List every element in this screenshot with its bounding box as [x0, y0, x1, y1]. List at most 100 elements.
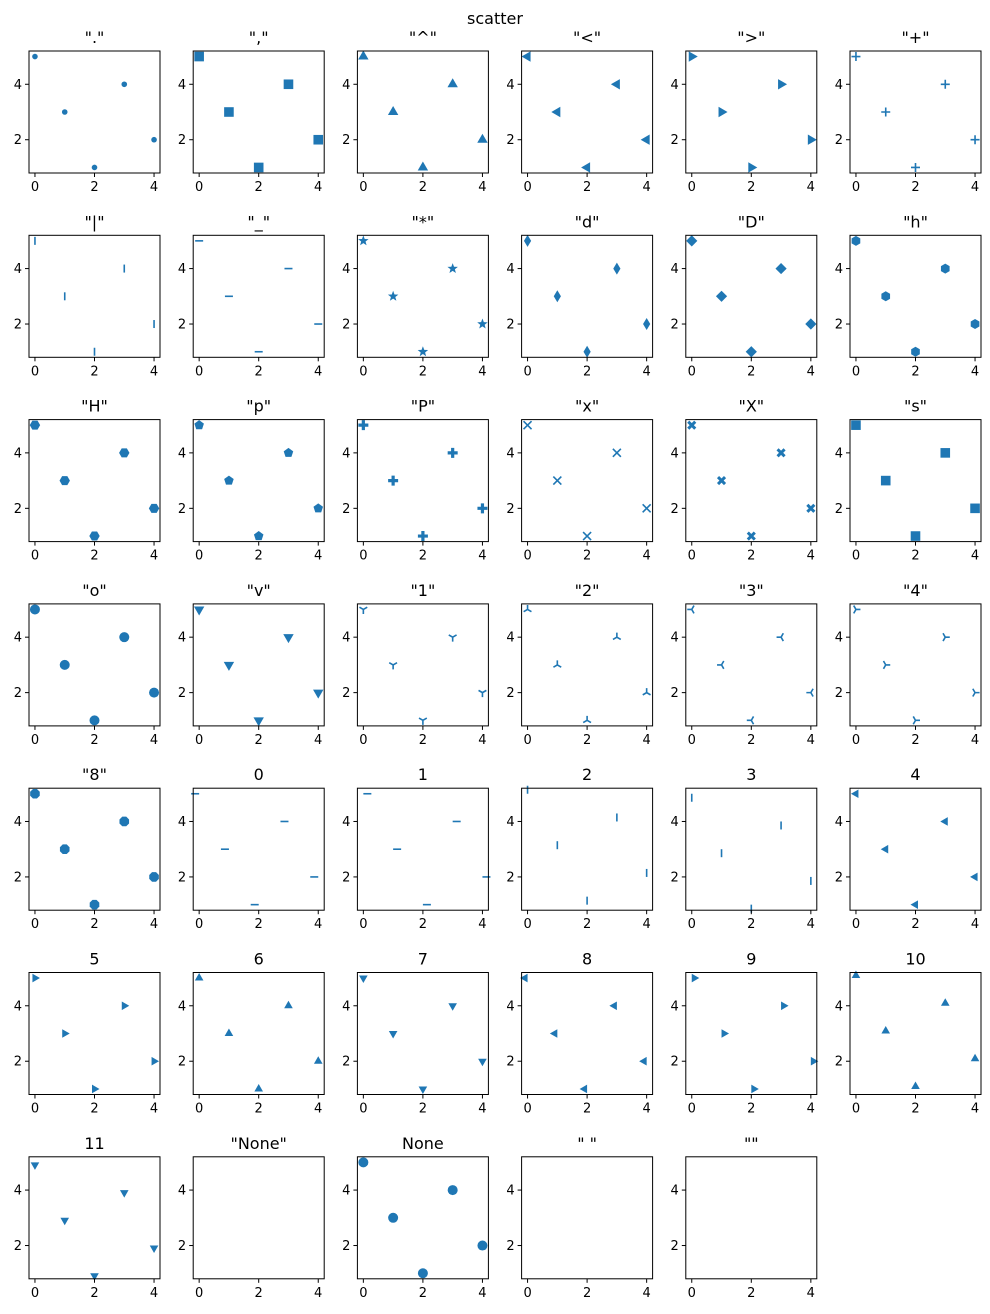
- x-tick-label: 0: [359, 1102, 367, 1117]
- y-tick-label: 4: [506, 262, 514, 277]
- x-tick-label: 0: [359, 733, 367, 748]
- x-tick-label: 4: [150, 1102, 158, 1117]
- marker-caretupbase: [851, 970, 861, 979]
- x-tick-label: 2: [419, 733, 427, 748]
- x-tick-label: 4: [478, 180, 486, 195]
- x-tick-label: 2: [90, 1102, 98, 1117]
- marker-caretup: [313, 1056, 323, 1064]
- marker-triangle-right: [718, 106, 728, 118]
- subplot-title: "x": [575, 397, 599, 416]
- y-tick-label: 2: [835, 318, 843, 333]
- marker-pentagon: [313, 503, 324, 513]
- y-tick-label: 2: [342, 686, 350, 701]
- y-tick-label: 4: [835, 78, 843, 93]
- marker-caretleft: [880, 844, 889, 854]
- x-tick-label: 4: [807, 1286, 815, 1301]
- subplot-panel: 6 0 2 4 2 4: [178, 950, 325, 1117]
- x-tick-label: 0: [523, 1102, 531, 1117]
- marker-caretdownbase: [119, 1190, 129, 1198]
- subplot-title: 5: [89, 950, 99, 969]
- y-tick-label: 4: [178, 815, 186, 830]
- marker-caretleftbase: [549, 1029, 558, 1038]
- marker-point: [61, 109, 68, 115]
- x-tick-label: 4: [150, 180, 158, 195]
- marker-circle: [59, 659, 70, 670]
- y-tick-label: 4: [14, 999, 22, 1014]
- marker-tri-right: [942, 632, 950, 642]
- marker-triangle-down: [223, 661, 235, 671]
- marker-caretup: [224, 1028, 234, 1036]
- marker-point: [91, 164, 98, 171]
- marker-diamond: [745, 346, 757, 358]
- subplot-title: 8: [582, 950, 592, 969]
- subplot-title: " ": [577, 1134, 597, 1153]
- marker-point: [32, 53, 38, 60]
- marker-caretdown: [388, 1031, 398, 1039]
- x-tick-label: 4: [314, 180, 322, 195]
- marker-diamond: [686, 235, 698, 247]
- x-tick-label: 0: [523, 733, 531, 748]
- x-tick-label: 4: [642, 364, 650, 379]
- marker-pentagon: [194, 420, 204, 430]
- subplot-title: 2: [582, 765, 592, 784]
- y-tick-label: 2: [342, 318, 350, 333]
- subplot-panel: "," 0 2 4 2 4: [178, 28, 325, 195]
- marker-circle: [149, 687, 160, 698]
- marker-plus: [940, 79, 950, 89]
- x-tick-label: 0: [359, 549, 367, 564]
- x-tick-label: 0: [852, 733, 860, 748]
- marker-hexagon2: [59, 476, 70, 486]
- y-tick-label: 4: [342, 1184, 350, 1199]
- y-tick-label: 2: [342, 133, 350, 148]
- marker-tri-right: [882, 660, 891, 670]
- marker-hexagon1: [970, 319, 980, 330]
- y-tick-label: 2: [835, 502, 843, 517]
- marker-star: [477, 318, 488, 329]
- x-tick-label: 0: [195, 549, 203, 564]
- y-tick-label: 2: [14, 870, 22, 885]
- y-tick-label: 4: [342, 78, 350, 93]
- y-tick-label: 2: [14, 1239, 22, 1254]
- marker-hexagon2: [148, 503, 160, 513]
- x-tick-label: 2: [911, 180, 919, 195]
- x-tick-label: 0: [359, 180, 367, 195]
- subplot-panel: "v" 0 2 4 2 4: [178, 581, 325, 748]
- subplot-title: ".": [85, 28, 105, 47]
- x-tick-label: 4: [150, 917, 158, 932]
- marker-square: [880, 475, 891, 486]
- x-tick-label: 0: [31, 733, 39, 748]
- y-tick-label: 2: [671, 133, 679, 148]
- marker-caretupbase: [881, 1026, 891, 1034]
- x-tick-label: 2: [911, 917, 919, 932]
- subplot-title: 1: [418, 765, 428, 784]
- x-tick-label: 2: [419, 917, 427, 932]
- y-tick-label: 2: [178, 1239, 186, 1254]
- y-tick-label: 4: [342, 815, 350, 830]
- marker-triangle-up: [477, 133, 488, 143]
- subplot-panel: 9 0 2 4 2 4: [671, 950, 819, 1117]
- y-tick-label: 4: [506, 999, 514, 1014]
- marker-triangle-down: [253, 717, 264, 727]
- x-tick-label: 4: [150, 549, 158, 564]
- x-tick-label: 4: [642, 1102, 650, 1117]
- marker-tri-left: [687, 605, 695, 614]
- x-tick-label: 0: [31, 1102, 39, 1117]
- marker-diamond: [775, 262, 787, 275]
- marker-caretright: [32, 973, 40, 983]
- y-tick-label: 2: [178, 870, 186, 885]
- y-tick-label: 2: [14, 318, 22, 333]
- marker-octagon: [149, 872, 159, 882]
- marker-star: [387, 290, 399, 301]
- x-tick-label: 0: [852, 364, 860, 379]
- marker-caretdown: [418, 1086, 428, 1094]
- y-tick-label: 4: [506, 631, 514, 646]
- x-tick-label: 2: [419, 364, 427, 379]
- figure-title: scatter: [467, 9, 523, 28]
- x-tick-label: 2: [747, 180, 755, 195]
- x-tick-label: 0: [852, 180, 860, 195]
- marker-octagon: [59, 844, 70, 854]
- x-tick-label: 4: [971, 364, 979, 379]
- x-tick-label: 2: [583, 549, 591, 564]
- subplot-title: 10: [905, 950, 925, 969]
